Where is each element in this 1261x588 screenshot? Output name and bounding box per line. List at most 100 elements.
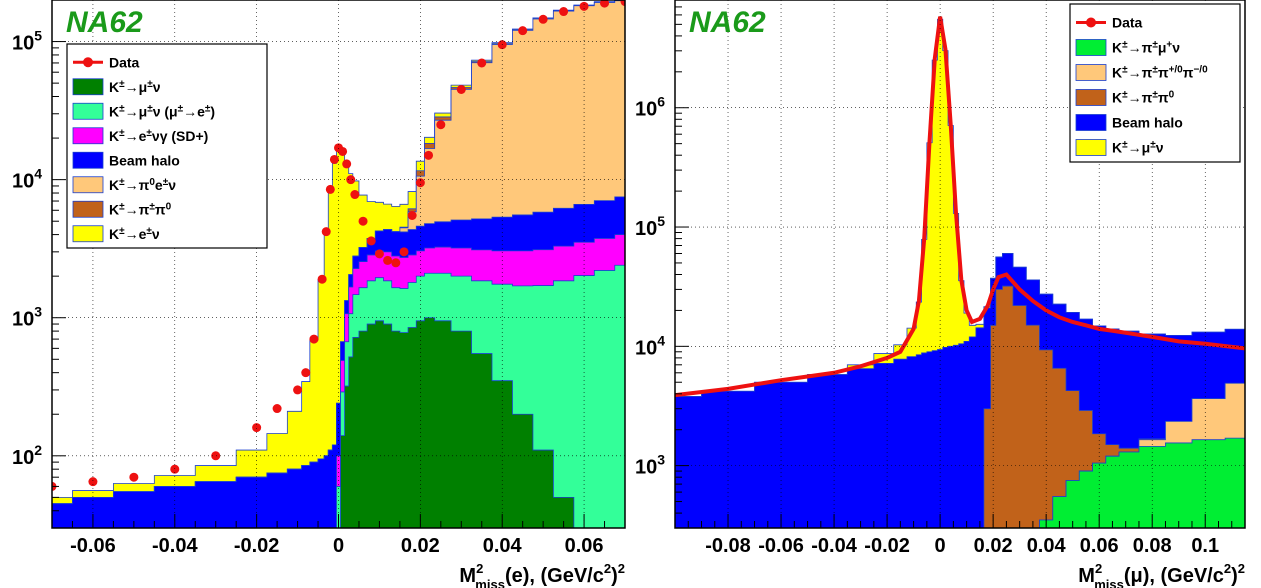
x-axis-label: M2 miss(μ), (GeV/c2)2 [1078, 561, 1245, 588]
data-point [346, 175, 356, 185]
x-tick-label: 0.02 [974, 535, 1013, 557]
chart-panel-2: -0.08 -0.06 -0.04 -0.02 0 0.02 0.04 0.06 0.08 0.1… [635, 0, 1246, 588]
legend-label: K±→π0e±ν [109, 176, 176, 193]
legend-entry: Beam halo [72, 151, 180, 169]
data-point [301, 368, 311, 378]
x-tick-label: 0.06 [565, 535, 604, 557]
data-point [424, 150, 434, 160]
legend-swatch [72, 225, 104, 243]
data-point [407, 210, 417, 220]
legend-label: K±→μ±ν (μ±→e±) [109, 103, 215, 120]
x-tick-label: -0.06 [758, 535, 804, 557]
legend-label: K±→π±π0 [1112, 89, 1175, 106]
x-axis-label: M2 miss(e), (GeV/c2)2 [459, 561, 625, 588]
data-point [456, 84, 466, 94]
legend-label: K±→μ±ν [109, 78, 161, 95]
legend-label: K±→e±νγ (SD+) [109, 127, 208, 144]
data-point [129, 472, 139, 482]
x-tick-label: 0 [935, 535, 946, 557]
legend-swatch [72, 176, 104, 194]
legend-entry: Data [1076, 15, 1143, 31]
legend-swatch [72, 127, 104, 145]
plot-frame [674, 0, 1246, 529]
experiment-tag: NA62 [689, 6, 766, 39]
legend-marker [83, 57, 93, 68]
x-tick-label: 0 [333, 535, 344, 557]
y-tick-label: 104 [635, 332, 665, 359]
x-tick-label: 0.02 [401, 535, 440, 557]
y-tick-label: 106 [635, 94, 665, 121]
x-tick-label: -0.02 [864, 535, 910, 557]
data-point [293, 385, 303, 395]
legend-entry: K±→e±ν [72, 225, 160, 243]
series-area-k- [675, 437, 1245, 528]
legend-label: Beam halo [109, 152, 180, 168]
y-tick-label: 103 [12, 304, 42, 331]
legend-entry: K±→e±νγ (SD+) [72, 127, 208, 145]
legend-1: Data K±→μ±ν K±→μ±ν (μ±→e±) K±→e±νγ (SD+) Bea… [66, 43, 268, 249]
legend-label: K±→π±π0 [109, 201, 172, 218]
legend-swatch [1075, 114, 1107, 131]
legend-2: Data K±→π±μ+ν K±→π±π+/0π−/0 K±→π±π0 Beam hal… [1069, 3, 1241, 163]
data-point [559, 7, 569, 17]
plot-area [52, 0, 625, 528]
data-point [600, 0, 610, 8]
legend-label: K±→π±π+/0π−/0 [1112, 64, 1208, 81]
legend-entry: Data [73, 54, 140, 70]
legend-entry: K±→μ±ν [72, 78, 161, 96]
data-point [317, 274, 327, 284]
legend-swatch [1075, 39, 1107, 56]
legend-label: K±→e±ν [109, 225, 160, 242]
data-point [518, 26, 528, 36]
y-tick-label: 105 [12, 28, 42, 55]
legend-marker [1086, 17, 1096, 28]
data-point [383, 255, 393, 265]
data-point [170, 464, 180, 474]
data-point [350, 190, 360, 200]
x-tick-label: 0.1 [1191, 535, 1219, 557]
x-tick-label: -0.06 [70, 535, 116, 557]
legend-swatch [72, 200, 104, 218]
chart-panel-1: -0.06 -0.04 -0.02 0 0.02 0.04 0.06 102 103 104 105… [12, 0, 626, 588]
legend-label: Beam halo [1112, 115, 1183, 131]
x-tick-label: 0.08 [1133, 535, 1172, 557]
data-point [252, 423, 262, 433]
legend-swatch [1075, 139, 1107, 156]
x-tick-label: -0.04 [152, 535, 198, 557]
data-point [374, 249, 384, 259]
x-tick-label: 0.06 [1080, 535, 1119, 557]
series-area-k- [52, 317, 625, 528]
legend-entry: K±→π±π0 [72, 200, 172, 218]
data-point [211, 451, 221, 461]
legend-swatch [72, 102, 104, 120]
data-point [309, 334, 319, 344]
legend-entry: K±→π0e±ν [72, 176, 176, 194]
experiment-tag: NA62 [66, 6, 143, 39]
data-point [321, 227, 331, 237]
plot-area [675, 16, 1245, 528]
legend-label: K±→μ±ν [1112, 139, 1164, 156]
x-tick-label: -0.04 [811, 535, 857, 557]
data-point [436, 120, 446, 130]
legend-entry: Beam halo [1075, 114, 1183, 131]
legend-entry: K±→π±μ+ν [1075, 39, 1180, 56]
legend-swatch [1075, 89, 1107, 106]
data-point [477, 58, 487, 68]
data-point [272, 404, 282, 414]
y-tick-label: 105 [635, 213, 665, 240]
data-point [358, 216, 368, 226]
legend-entry: K±→μ±ν [1075, 139, 1164, 156]
data-point [342, 159, 352, 169]
legend-swatch [1075, 64, 1107, 81]
data-point [325, 184, 335, 194]
data-point [391, 258, 401, 268]
legend-label: Data [1112, 15, 1143, 31]
legend-label: Data [109, 54, 140, 70]
data-point [620, 0, 625, 7]
legend-label: K±→π±μ+ν [1112, 39, 1180, 56]
legend-swatch [72, 151, 104, 169]
legend-entry: K±→μ±ν (μ±→e±) [72, 102, 215, 120]
legend-swatch [72, 78, 104, 96]
x-tick-label: -0.08 [705, 535, 751, 557]
